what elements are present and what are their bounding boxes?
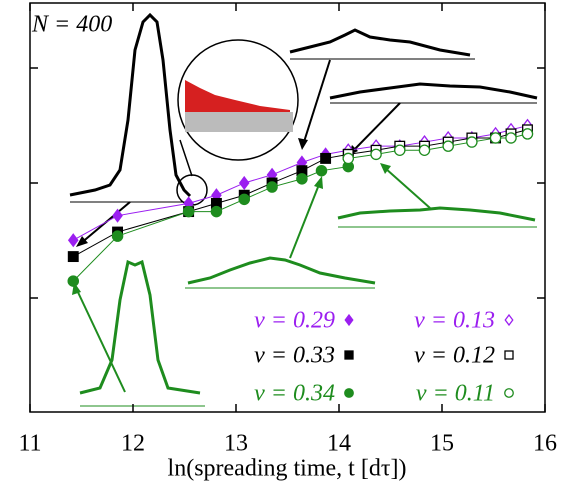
x-tick-label: 12 — [121, 431, 145, 457]
circle-marker — [111, 230, 124, 242]
legend-marker — [504, 350, 514, 360]
circle-marker — [521, 128, 534, 140]
x-tick-label: 15 — [430, 431, 454, 457]
x-tick-label: 13 — [224, 431, 248, 457]
circle-marker — [394, 144, 406, 156]
x-tick-label: 11 — [18, 431, 41, 457]
diamond-marker — [238, 175, 250, 191]
circle-marker — [505, 132, 517, 144]
circle-marker — [67, 275, 80, 287]
profile-insets — [69, 12, 538, 407]
circle-marker — [296, 173, 308, 185]
diamond-marker — [112, 208, 123, 223]
legend-label: ν = 0.11 — [416, 381, 495, 407]
annotation: N = 400 — [31, 12, 112, 38]
molecule-inset — [176, 39, 299, 206]
legend-marker — [344, 388, 354, 398]
circle-marker — [489, 132, 502, 144]
x-tick-label: 16 — [533, 431, 557, 457]
legend-label: ν = 0.13 — [414, 308, 495, 334]
square-marker — [320, 152, 332, 164]
legend-label: ν = 0.12 — [414, 343, 495, 369]
circle-marker — [210, 205, 223, 218]
diamond-marker — [67, 233, 79, 248]
plot-frame — [29, 2, 546, 413]
circle-marker — [466, 136, 478, 148]
legend-marker — [504, 313, 514, 327]
square-marker — [67, 251, 79, 263]
circle-marker — [266, 181, 278, 193]
circle-marker — [182, 205, 195, 218]
legend-label: ν = 0.33 — [254, 343, 335, 369]
legend-marker — [504, 388, 514, 398]
legend-marker — [344, 350, 354, 360]
x-axis-label: ln(spreading time, t [dτ]) — [168, 456, 407, 482]
legend-marker — [344, 313, 354, 327]
trend-line — [73, 129, 528, 258]
circle-marker — [238, 193, 250, 206]
trend-line — [72, 133, 528, 282]
circle-marker — [442, 140, 454, 152]
circle-marker — [418, 144, 431, 156]
x-tick-label: 14 — [327, 431, 351, 457]
legend-label: ν = 0.29 — [254, 308, 335, 334]
y-axis-ticks — [30, 67, 545, 299]
circle-marker — [370, 148, 382, 161]
circle-marker — [342, 152, 355, 165]
circle-marker — [315, 164, 328, 177]
legend-label: ν = 0.34 — [254, 381, 335, 407]
